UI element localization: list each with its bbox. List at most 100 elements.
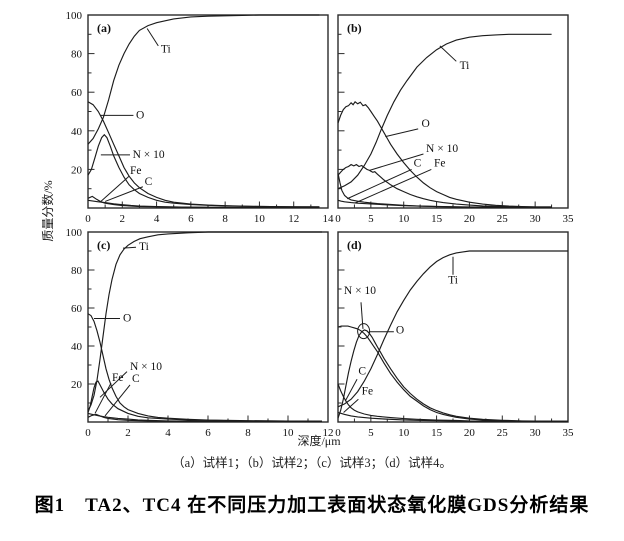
x-tick-label: 12 bbox=[323, 427, 334, 439]
annotation-line bbox=[94, 382, 112, 414]
x-tick-label: 14 bbox=[323, 213, 335, 225]
annotation-line bbox=[146, 28, 159, 47]
curve-N×10 bbox=[337, 163, 552, 208]
annotation-line bbox=[360, 302, 364, 329]
x-tick-label: 35 bbox=[563, 213, 575, 225]
subplot-caption: （a）试样1；（b）试样2；（c）试样3；（d）试样4。 bbox=[172, 456, 452, 470]
annotation-label: N × 10 bbox=[426, 143, 458, 155]
subplot-label-a: (a) bbox=[97, 21, 111, 35]
annotation-label: Fe bbox=[362, 385, 374, 397]
curve-N×10 bbox=[337, 329, 569, 422]
y-tick-label: 60 bbox=[71, 87, 83, 99]
curve-O bbox=[337, 325, 569, 422]
curve-N×10 bbox=[87, 133, 320, 208]
annotation-label: Fe bbox=[130, 165, 142, 177]
y-tick-label: 20 bbox=[71, 379, 83, 391]
x-tick-label: 8 bbox=[222, 213, 228, 225]
x-tick-label: 2 bbox=[120, 213, 126, 225]
curve-O bbox=[337, 100, 552, 208]
annotation-label: C bbox=[132, 373, 140, 385]
annotation-label: C bbox=[358, 366, 366, 378]
annotation-line bbox=[354, 168, 432, 204]
annotation-line bbox=[104, 186, 144, 202]
x-tick-label: 30 bbox=[530, 213, 542, 225]
annotation-line bbox=[369, 153, 424, 171]
x-tick-label: 35 bbox=[563, 427, 575, 439]
annotation-label: Ti bbox=[161, 44, 171, 56]
x-tick-label: 12 bbox=[288, 213, 299, 225]
annotation-line bbox=[344, 379, 358, 402]
plot-frame-a bbox=[87, 14, 329, 209]
annotation-circle bbox=[357, 323, 371, 340]
curve-Ti bbox=[87, 14, 320, 145]
annotation-label: N × 10 bbox=[130, 361, 162, 373]
subplot-label-b: (b) bbox=[347, 21, 362, 35]
annotation-line bbox=[104, 384, 131, 417]
x-tick-label: 10 bbox=[398, 427, 410, 439]
x-tick-label: 25 bbox=[497, 427, 509, 439]
annotation-label: N × 10 bbox=[133, 149, 165, 161]
curve-Fe bbox=[337, 411, 568, 422]
annotation-label: C bbox=[145, 176, 153, 188]
x-tick-label: 15 bbox=[431, 427, 443, 439]
curve-O bbox=[87, 313, 322, 422]
x-axis-label: 深度/μm bbox=[297, 434, 341, 448]
x-tick-label: 25 bbox=[497, 213, 509, 225]
curve-O bbox=[87, 101, 320, 208]
x-tick-label: 20 bbox=[464, 213, 476, 225]
plot-frame-c bbox=[87, 231, 329, 423]
x-tick-label: 6 bbox=[188, 213, 194, 225]
y-tick-label: 40 bbox=[71, 126, 83, 138]
y-tick-label: 40 bbox=[71, 341, 83, 353]
y-tick-label: 100 bbox=[66, 227, 83, 239]
y-tick-label: 80 bbox=[71, 265, 83, 277]
x-tick-label: 20 bbox=[464, 427, 476, 439]
curve-C bbox=[87, 199, 320, 209]
annotation-line bbox=[439, 45, 457, 62]
curve-N×10 bbox=[87, 380, 323, 422]
annotation-label: O bbox=[421, 118, 429, 130]
annotation-label: O bbox=[396, 325, 404, 337]
y-tick-label: 60 bbox=[71, 303, 83, 315]
annotation-label: O bbox=[123, 312, 131, 324]
annotation-line bbox=[100, 175, 130, 203]
curve-C bbox=[87, 412, 322, 422]
annotation-line bbox=[346, 168, 412, 200]
annotation-label: Ti bbox=[460, 60, 470, 72]
curve-Ti bbox=[337, 250, 568, 408]
annotation-label: Fe bbox=[434, 158, 446, 170]
annotation-label: Ti bbox=[139, 241, 149, 253]
figure-title: 图1 TA2、TC4 在不同压力加工表面状态氧化膜GDS分析结果 bbox=[34, 495, 590, 516]
x-tick-label: 0 bbox=[85, 427, 91, 439]
x-tick-label: 0 bbox=[335, 213, 341, 225]
annotation-label: N × 10 bbox=[344, 285, 376, 297]
x-tick-label: 4 bbox=[154, 213, 160, 225]
x-tick-label: 6 bbox=[205, 427, 211, 439]
annotation-line bbox=[385, 128, 419, 138]
annotation-line bbox=[122, 246, 137, 249]
annotation-line bbox=[343, 398, 359, 413]
curve-Ti bbox=[87, 231, 322, 411]
x-tick-label: 5 bbox=[368, 427, 374, 439]
annotation-label: Fe bbox=[112, 372, 124, 384]
subplot-label-d: (d) bbox=[347, 238, 362, 252]
x-tick-label: 10 bbox=[254, 213, 266, 225]
x-tick-label: 15 bbox=[431, 213, 443, 225]
x-tick-label: 8 bbox=[245, 427, 251, 439]
x-tick-label: 10 bbox=[283, 427, 295, 439]
subplot-label-c: (c) bbox=[97, 238, 110, 252]
y-tick-label: 80 bbox=[71, 49, 83, 61]
x-tick-label: 30 bbox=[530, 427, 542, 439]
annotation-label: O bbox=[136, 109, 144, 121]
plot-frame-b bbox=[337, 14, 569, 209]
annotation-label: Ti bbox=[448, 274, 458, 286]
x-tick-label: 0 bbox=[85, 213, 91, 225]
x-tick-label: 10 bbox=[398, 213, 410, 225]
y-axis-label: 质量分数/% bbox=[41, 180, 55, 242]
x-tick-label: 5 bbox=[368, 213, 374, 225]
annotation-label: C bbox=[414, 158, 422, 170]
curve-Fe bbox=[337, 199, 552, 208]
x-tick-label: 0 bbox=[335, 427, 341, 439]
